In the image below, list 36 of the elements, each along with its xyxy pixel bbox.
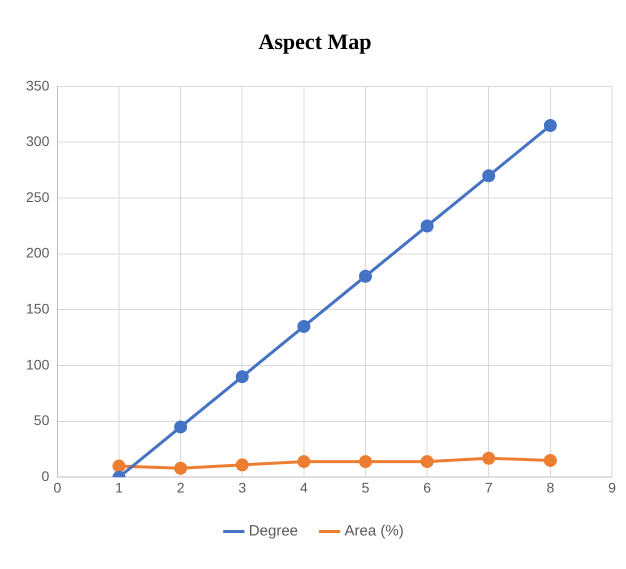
chart-title: Aspect Map: [258, 28, 372, 54]
point: [482, 169, 496, 182]
point: [544, 454, 557, 467]
point: [174, 420, 188, 434]
point: [544, 118, 557, 132]
x-tick-label: 5: [362, 479, 370, 496]
y-tick-label: 350: [26, 77, 50, 94]
y-tick-label: 150: [26, 300, 50, 317]
x-tick-label: 2: [176, 479, 185, 496]
point: [358, 455, 372, 468]
point: [297, 455, 310, 468]
point: [420, 219, 434, 232]
x-tick-label: 8: [546, 479, 554, 496]
y-tick-label: 200: [26, 244, 50, 261]
legend-label: Area (%): [344, 522, 404, 540]
y-tick-label: 50: [34, 412, 50, 428]
point: [236, 458, 249, 472]
point: [420, 455, 434, 468]
point: [358, 270, 372, 283]
x-tick-label: 4: [300, 479, 308, 496]
y-tick-label: 0: [42, 468, 50, 484]
x-tick-label: 6: [423, 479, 432, 496]
x-tick-label: 7: [484, 479, 493, 496]
point: [236, 370, 249, 384]
point: [482, 452, 496, 465]
y-tick-label: 100: [26, 356, 50, 372]
x-tick-label: 9: [608, 479, 616, 496]
y-tick-label: 250: [26, 188, 50, 205]
y-tick-label: 300: [26, 133, 50, 150]
point: [297, 320, 310, 333]
x-tick-label: 0: [53, 479, 62, 496]
x-tick-label: 1: [115, 479, 124, 496]
x-tick-label: 3: [238, 479, 246, 496]
point: [174, 462, 188, 475]
point: [112, 460, 126, 473]
legend-label: Degree: [248, 522, 298, 540]
